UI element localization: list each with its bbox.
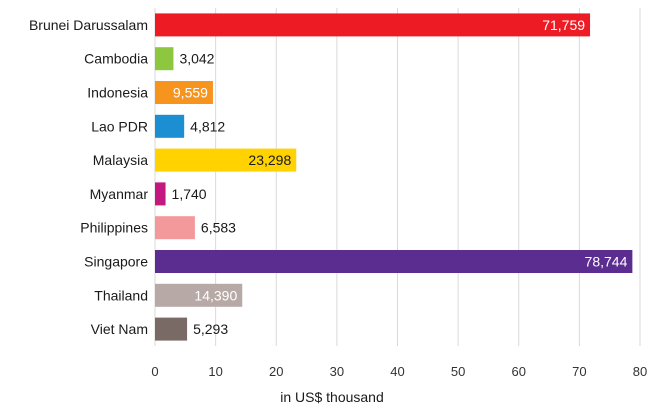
x-tick-label: 70 xyxy=(572,364,586,379)
bar xyxy=(155,182,166,206)
bar xyxy=(155,114,185,138)
x-tick-label: 80 xyxy=(633,364,647,379)
data-label: 4,812 xyxy=(190,118,225,134)
x-tick-label: 50 xyxy=(451,364,465,379)
bar xyxy=(155,283,243,307)
category-label: Thailand xyxy=(94,287,148,303)
category-labels: Brunei Darussalam Cambodia Indonesia Lao PD… xyxy=(29,17,148,337)
category-label: Indonesia xyxy=(87,85,148,101)
category-label: Singapore xyxy=(84,254,148,270)
bar xyxy=(155,13,591,37)
data-label: 14,390 xyxy=(194,287,237,303)
category-label: Malaysia xyxy=(93,152,148,168)
data-label: 78,744 xyxy=(585,254,628,270)
data-label: 23,298 xyxy=(248,152,291,168)
data-label: 9,559 xyxy=(173,85,208,101)
category-label: Philippines xyxy=(80,220,148,236)
bar xyxy=(155,216,195,240)
category-label: Viet Nam xyxy=(91,321,148,337)
gridlines xyxy=(154,8,641,346)
x-tick-label: 60 xyxy=(512,364,526,379)
x-tick-label: 0 xyxy=(151,364,158,379)
category-label: Lao PDR xyxy=(91,118,148,134)
bar xyxy=(155,47,174,71)
x-tick-label: 40 xyxy=(390,364,404,379)
bar xyxy=(155,317,188,341)
category-label: Cambodia xyxy=(84,51,148,67)
bar xyxy=(155,81,213,104)
category-label: Brunei Darussalam xyxy=(29,17,148,33)
x-tick-label: 30 xyxy=(330,364,344,379)
x-tick-labels: 0 10 20 30 40 50 60 70 80 xyxy=(151,364,647,379)
x-axis-title: in US$ thousand xyxy=(280,389,384,405)
x-tick-label: 10 xyxy=(208,364,222,379)
value-labels: 71,759 3,042 9,559 4,812 23,298 1,740 6,583 78,… xyxy=(172,17,628,337)
data-label: 5,293 xyxy=(193,321,228,337)
data-label: 3,042 xyxy=(179,51,214,67)
bar xyxy=(155,250,633,273)
category-label: Myanmar xyxy=(90,186,149,202)
data-label: 71,759 xyxy=(542,17,585,33)
bar xyxy=(155,148,297,172)
data-label: 6,583 xyxy=(201,220,236,236)
x-tick-label: 20 xyxy=(269,364,283,379)
data-label: 1,740 xyxy=(172,186,207,202)
bars xyxy=(155,13,633,341)
